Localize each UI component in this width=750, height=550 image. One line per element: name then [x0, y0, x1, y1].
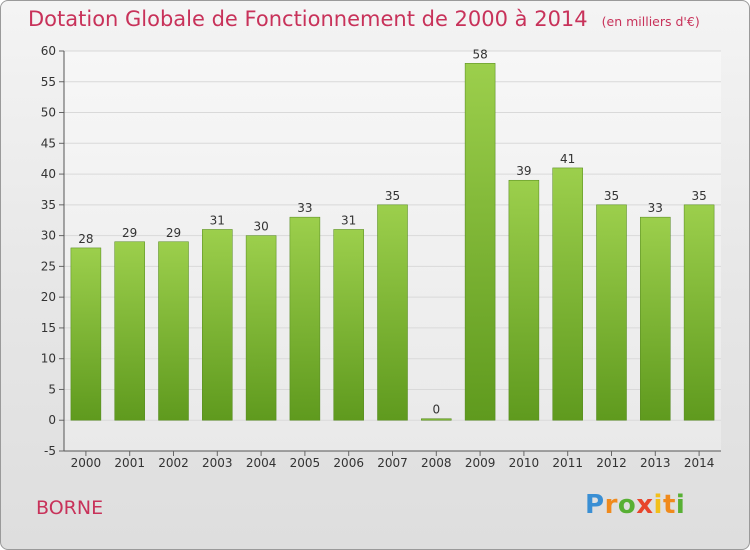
data-label-2005: 33	[297, 201, 312, 215]
y-tick-label: -5	[44, 444, 56, 458]
data-label-2013: 33	[648, 201, 663, 215]
y-tick-label: 60	[41, 44, 56, 58]
x-tick-label-2001: 2001	[114, 456, 145, 470]
bar-2007	[377, 204, 408, 421]
bar-2013	[640, 216, 671, 421]
bar-2014	[683, 204, 715, 421]
bar-2011	[552, 167, 583, 421]
bar-2001	[114, 241, 145, 421]
data-label-2010: 39	[516, 164, 531, 178]
title-text: Dotation Globale de Fonctionnement de 20…	[28, 7, 588, 31]
y-tick-label: 15	[41, 321, 56, 335]
x-tick-label-2011: 2011	[552, 456, 583, 470]
x-tick-label-2010: 2010	[509, 456, 540, 470]
x-tick-label-2002: 2002	[158, 456, 189, 470]
x-tick-label-2005: 2005	[290, 456, 321, 470]
y-tick-label: 10	[41, 352, 56, 366]
y-tick-label: 0	[48, 413, 56, 427]
y-tick-label: 50	[41, 106, 56, 120]
x-tick-label-2007: 2007	[377, 456, 408, 470]
data-label-2009: 58	[472, 47, 487, 61]
data-label-2014: 35	[691, 189, 706, 203]
bar-2004	[245, 235, 277, 421]
x-tick-label-2006: 2006	[333, 456, 364, 470]
x-tick-label-2009: 2009	[465, 456, 496, 470]
y-tick-label: 20	[41, 290, 56, 304]
x-tick-label-2000: 2000	[71, 456, 102, 470]
bar-2012	[596, 204, 627, 421]
bar-2008	[421, 418, 452, 421]
commune-name: BORNE	[36, 497, 104, 519]
bar-2002	[158, 241, 189, 421]
bar-2009	[464, 63, 496, 421]
bar-2006	[333, 229, 364, 421]
data-label-2000: 28	[78, 232, 93, 246]
data-label-2001: 29	[122, 226, 137, 240]
chart-subtitle: (en milliers d'€)	[601, 14, 700, 29]
data-label-2007: 35	[385, 189, 400, 203]
x-tick-label-2014: 2014	[684, 456, 715, 470]
x-tick-label-2012: 2012	[596, 456, 627, 470]
bar-2005	[289, 216, 321, 421]
data-label-2011: 41	[560, 152, 575, 166]
data-label-2012: 35	[604, 189, 619, 203]
data-label-2002: 29	[166, 226, 181, 240]
data-label-2003: 31	[210, 213, 225, 227]
bar-2000	[70, 247, 102, 421]
x-tick-label-2013: 2013	[640, 456, 671, 470]
y-tick-label: 45	[41, 136, 56, 150]
bar-2010	[508, 179, 540, 421]
data-label-2004: 30	[253, 220, 268, 234]
y-tick-label: 25	[41, 259, 56, 273]
y-tick-label: 55	[41, 75, 56, 89]
proxiti-logo: Proxiti	[585, 490, 686, 520]
y-tick-label: 35	[41, 198, 56, 212]
bar-2003	[202, 229, 233, 421]
x-tick-label-2003: 2003	[202, 456, 233, 470]
x-tick-label-2004: 2004	[246, 456, 277, 470]
chart-title: Dotation Globale de Fonctionnement de 20…	[28, 7, 700, 31]
y-tick-label: 30	[41, 229, 56, 243]
y-tick-label: 40	[41, 167, 56, 181]
x-tick-label-2008: 2008	[421, 456, 452, 470]
data-label-2008: 0	[432, 403, 440, 417]
y-tick-label: 5	[48, 382, 56, 396]
data-label-2006: 31	[341, 213, 356, 227]
